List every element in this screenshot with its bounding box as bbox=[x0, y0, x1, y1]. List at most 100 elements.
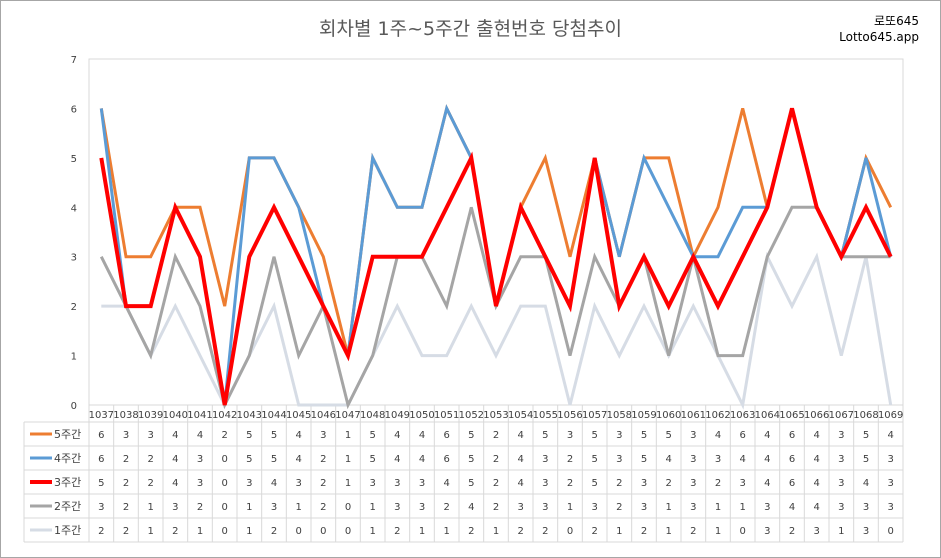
table-cell-value: 2 bbox=[493, 478, 499, 489]
table-cell-value: 2 bbox=[690, 526, 696, 537]
table-cell-value: 4 bbox=[419, 454, 425, 465]
table-cell-value: 1 bbox=[838, 526, 844, 537]
table-cell-value: 0 bbox=[295, 526, 301, 537]
table-cell-value: 2 bbox=[172, 526, 178, 537]
table-cell-value: 3 bbox=[295, 478, 301, 489]
x-category-label: 1048 bbox=[360, 410, 385, 421]
x-category-label: 1039 bbox=[138, 410, 163, 421]
table-cell-value: 4 bbox=[813, 502, 819, 513]
table-cell-value: 4 bbox=[197, 430, 203, 441]
table-cell-value: 5 bbox=[641, 454, 647, 465]
table-cell-value: 3 bbox=[715, 454, 721, 465]
series-line-1 bbox=[99, 104, 893, 356]
x-category-label: 1046 bbox=[311, 410, 336, 421]
table-cell-value: 5 bbox=[863, 454, 869, 465]
table-cell-value: 2 bbox=[147, 478, 153, 489]
table-cell-value: 3 bbox=[419, 502, 425, 513]
table-cell-value: 0 bbox=[887, 526, 893, 537]
table-cell-value: 3 bbox=[197, 454, 203, 465]
x-category-label: 1056 bbox=[557, 410, 582, 421]
table-cell-value: 1 bbox=[147, 502, 153, 513]
table-cell-value: 4 bbox=[394, 430, 400, 441]
table-cell-value: 5 bbox=[591, 454, 597, 465]
table-cell-value: 6 bbox=[98, 430, 104, 441]
table-cell-value: 3 bbox=[542, 502, 548, 513]
table-cell-value: 3 bbox=[887, 502, 893, 513]
table-cell-value: 1 bbox=[715, 502, 721, 513]
table-cell-value: 2 bbox=[641, 526, 647, 537]
table-cell-value: 0 bbox=[221, 454, 227, 465]
table-cell-value: 2 bbox=[468, 526, 474, 537]
table-cell-value: 3 bbox=[517, 502, 523, 513]
table-cell-value: 3 bbox=[863, 526, 869, 537]
table-cell-value: 2 bbox=[443, 502, 449, 513]
table-cell-value: 1 bbox=[197, 526, 203, 537]
table-cell-value: 2 bbox=[320, 478, 326, 489]
table-cell-value: 5 bbox=[665, 430, 671, 441]
chart-title: 회차별 1주~5주간 출현번호 당첨추이 bbox=[319, 18, 622, 40]
table-cell-value: 4 bbox=[789, 502, 795, 513]
table-cell-value: 3 bbox=[887, 478, 893, 489]
table-cell-value: 3 bbox=[690, 478, 696, 489]
x-category-label: 1064 bbox=[755, 410, 780, 421]
table-cell-value: 0 bbox=[345, 526, 351, 537]
table-cell-value: 5 bbox=[98, 478, 104, 489]
table-cell-value: 3 bbox=[690, 430, 696, 441]
table-cell-value: 3 bbox=[838, 478, 844, 489]
table-cell-value: 2 bbox=[123, 478, 129, 489]
table-cell-value: 6 bbox=[443, 454, 449, 465]
x-category-label: 1067 bbox=[829, 410, 854, 421]
table-cell-value: 2 bbox=[542, 526, 548, 537]
table-cell-value: 0 bbox=[345, 502, 351, 513]
table-cell-value: 5 bbox=[246, 454, 252, 465]
x-category-label: 1052 bbox=[459, 410, 484, 421]
table-cell-value: 3 bbox=[197, 478, 203, 489]
x-category-label: 1055 bbox=[533, 410, 558, 421]
table-cell-value: 2 bbox=[98, 526, 104, 537]
x-category-label: 1057 bbox=[582, 410, 607, 421]
table-cell-value: 4 bbox=[764, 454, 770, 465]
table-cell-value: 3 bbox=[147, 430, 153, 441]
table-cell-value: 2 bbox=[123, 454, 129, 465]
table-cell-value: 1 bbox=[419, 526, 425, 537]
x-category-label: 1054 bbox=[508, 410, 533, 421]
table-cell-value: 5 bbox=[591, 478, 597, 489]
x-category-label: 1060 bbox=[656, 410, 681, 421]
table-cell-value: 6 bbox=[739, 430, 745, 441]
x-category-label: 1040 bbox=[163, 410, 188, 421]
y-tick-label: 2 bbox=[71, 302, 77, 313]
table-cell-value: 1 bbox=[715, 526, 721, 537]
table-cell-value: 6 bbox=[98, 454, 104, 465]
table-cell-value: 1 bbox=[493, 526, 499, 537]
table-cell-value: 5 bbox=[369, 454, 375, 465]
table-cell-value: 5 bbox=[468, 430, 474, 441]
table-cell-value: 1 bbox=[616, 526, 622, 537]
table-cell-value: 4 bbox=[517, 454, 523, 465]
x-category-label: 1063 bbox=[730, 410, 755, 421]
x-category-label: 1068 bbox=[853, 410, 878, 421]
table-cell-value: 2 bbox=[394, 526, 400, 537]
table-cell-value: 3 bbox=[616, 454, 622, 465]
table-cell-value: 5 bbox=[863, 430, 869, 441]
table-cell-value: 4 bbox=[468, 502, 474, 513]
table-cell-value: 3 bbox=[123, 430, 129, 441]
y-tick-label: 3 bbox=[71, 253, 77, 264]
legend-label: 2주간 bbox=[54, 500, 81, 513]
x-category-label: 1049 bbox=[385, 410, 410, 421]
table-cell-value: 4 bbox=[764, 478, 770, 489]
table-cell-value: 3 bbox=[641, 478, 647, 489]
table-cell-value: 4 bbox=[665, 454, 671, 465]
legend-label: 3주간 bbox=[54, 476, 81, 489]
table-cell-value: 1 bbox=[369, 502, 375, 513]
table-cell-value: 1 bbox=[246, 526, 252, 537]
table-cell-value: 3 bbox=[764, 526, 770, 537]
x-category-label: 1061 bbox=[681, 410, 706, 421]
table-cell-value: 2 bbox=[147, 454, 153, 465]
table-cell-value: 0 bbox=[567, 526, 573, 537]
table-cell-value: 6 bbox=[789, 478, 795, 489]
table-cell-value: 4 bbox=[172, 454, 178, 465]
table-cell-value: 3 bbox=[542, 478, 548, 489]
x-category-label: 1042 bbox=[212, 410, 237, 421]
x-category-label: 1069 bbox=[878, 410, 903, 421]
table-cell-value: 0 bbox=[221, 526, 227, 537]
